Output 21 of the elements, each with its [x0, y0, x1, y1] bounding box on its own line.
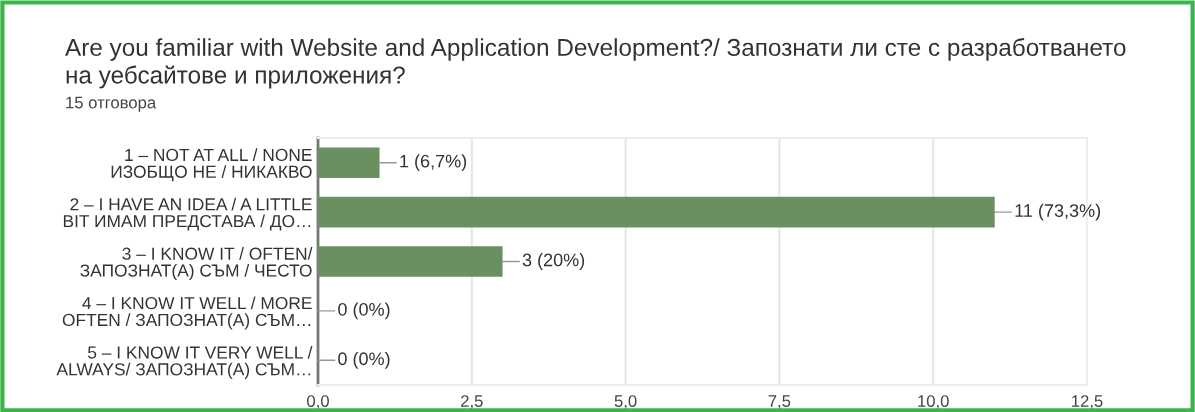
text: 15 отговора: [66, 96, 157, 112]
x-tick-label: 10,0: [918, 395, 949, 409]
x-tick-label: 12,5: [1072, 395, 1103, 409]
data-label: 0 (0%): [338, 351, 390, 369]
y-tick-label: 4 – I KNOW IT WELL / MORE OFTEN / ЗАПОЗНАТ(А) СЪМ…: [62, 296, 312, 330]
y-tick-label: 1 – NOT AT ALL / NONE ИЗОБЩО НЕ / НИКАКВО: [111, 148, 312, 182]
bar: [318, 147, 380, 179]
data-label: 0 (0%): [338, 302, 390, 320]
chart-title: Are you familiar with Website and Application Development?/ Запознати ли сте с разработването на уебсайтове и приложения?: [65, 38, 1126, 89]
y-tick-label: 5 – I KNOW IT VERY WELL / ALWAYS/ ЗАПОЗНАТ(А) СЪМ…: [56, 345, 313, 379]
data-label: 3 (20%): [522, 253, 585, 270]
y-tick-label: 3 – I KNOW IT / OFTEN/ ЗАПОЗНАТ(А) СЪМ / ЧЕСТО: [80, 247, 313, 281]
x-tick-label: 7,5: [768, 395, 791, 409]
y-tick-label: 2 – I HAVE AN IDEA / A LITTLE BIT ИМАМ ПРЕДСТАВА / ДО…: [63, 197, 312, 231]
x-tick-label: 2,5: [461, 395, 483, 409]
bar: [318, 196, 995, 228]
x-tick-label: 5,0: [614, 395, 637, 409]
bar: [318, 246, 503, 277]
data-label: 11 (73,3%): [1015, 203, 1101, 221]
data-label: 1 (6,7%): [400, 154, 467, 172]
x-tick-label: 0,0: [307, 395, 329, 409]
